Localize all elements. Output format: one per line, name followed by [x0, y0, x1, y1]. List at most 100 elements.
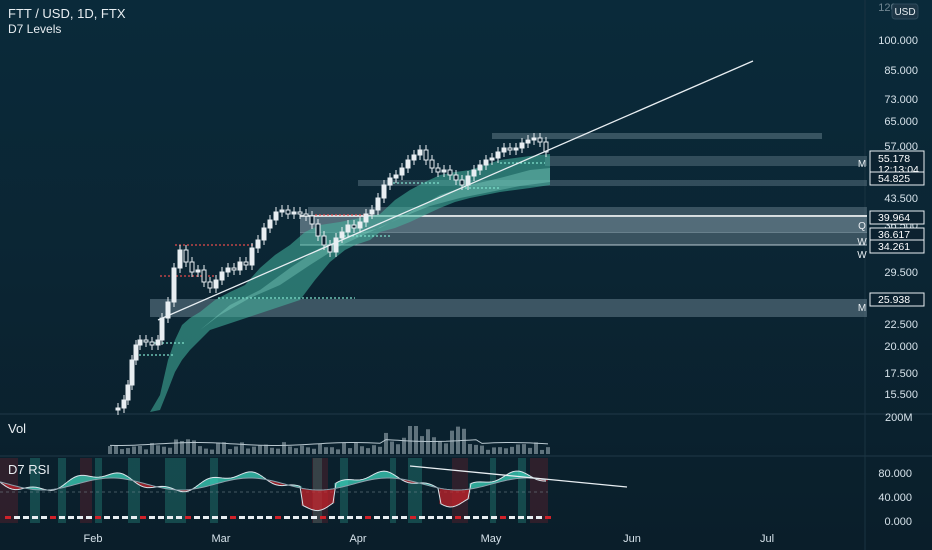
level-price-badge [869, 239, 925, 254]
volume-bar [162, 446, 166, 454]
volume-bar [396, 444, 400, 454]
rsi-marker [59, 516, 65, 519]
level-tag: Q [858, 221, 866, 232]
rsi-marker [419, 516, 425, 519]
volume-bar [510, 446, 514, 454]
candle-body [149, 341, 155, 346]
volume-bar [444, 443, 448, 454]
currency-button[interactable]: USD [891, 3, 919, 20]
volume-bar [318, 443, 322, 454]
rsi-marker [140, 516, 146, 519]
volume-bar [282, 442, 286, 454]
candle-body [417, 149, 423, 156]
rsi-zone [518, 458, 526, 523]
rsi-marker [284, 516, 290, 519]
price-tick: 17.500 [884, 368, 918, 380]
rsi-marker [374, 516, 380, 519]
volume-bar [168, 447, 172, 454]
volume-bar [120, 449, 124, 454]
rsi-marker [527, 516, 533, 519]
rsi-tick: 40.000 [878, 492, 912, 504]
rsi-axis: 80.000 40.000 0.000 [878, 468, 912, 528]
volume-bar [486, 449, 490, 454]
rsi-marker [86, 516, 92, 519]
rsi-marker [311, 516, 317, 519]
volume-bar [372, 445, 376, 454]
price-candles [115, 133, 549, 415]
rsi-marker [167, 516, 173, 519]
volume-bar [246, 448, 250, 454]
volume-bar [234, 446, 238, 454]
rsi-zone [128, 458, 140, 523]
volume-bar [150, 442, 154, 454]
candle-body [447, 169, 453, 176]
volume-bar [384, 432, 388, 454]
rsi-marker [50, 516, 56, 519]
candle-body [189, 261, 195, 273]
volume-bar [438, 441, 442, 454]
rsi-marker [356, 516, 362, 519]
rsi-zone [390, 458, 396, 523]
level-price-value: 36.617 [878, 229, 910, 241]
candle-body [453, 174, 459, 181]
price-tick: 57.000 [884, 141, 918, 153]
candle-body [465, 175, 471, 186]
rsi-zone [490, 458, 496, 523]
rsi-marker [428, 516, 434, 519]
rsi-zone [408, 458, 422, 523]
time-axis[interactable]: Feb Mar Apr May Jun Jul [84, 533, 775, 545]
current-price-value: 55.178 [878, 153, 910, 165]
level-price-value: 54.825 [878, 173, 910, 185]
volume-bar [288, 446, 292, 454]
candle-body [405, 159, 411, 169]
volume-bar [306, 447, 310, 454]
rsi-marker [329, 516, 335, 519]
candle-body [231, 267, 237, 271]
price-badges: 55.17812:13:0454.82539.96436.61734.26125… [869, 150, 925, 307]
candle-body [489, 157, 495, 161]
volume-bar [348, 448, 352, 454]
candle-body [137, 339, 143, 346]
rsi-marker [338, 516, 344, 519]
symbol-title: FTT / USD, 1D, FTX [8, 6, 126, 21]
candle-body [321, 235, 327, 246]
candle-body [165, 301, 171, 319]
level-price-badge [869, 210, 925, 225]
volume-bar [312, 448, 316, 454]
candle-body [243, 261, 249, 266]
candle-body [155, 339, 161, 346]
rsi-marker [455, 516, 461, 519]
rsi-marker [23, 516, 29, 519]
rsi-marker [113, 516, 119, 519]
candle-body [441, 169, 447, 173]
volume-bar [240, 442, 244, 454]
level-tag: M [858, 303, 866, 314]
time-tick: Mar [212, 533, 231, 545]
volume-bar [192, 440, 196, 454]
volume-bar [480, 445, 484, 454]
candle-body [291, 211, 297, 215]
candle-body [249, 247, 255, 266]
price-tick: 100.000 [878, 35, 918, 47]
volume-bar [390, 441, 394, 454]
candle-body [363, 213, 369, 223]
rsi-zone-bear [530, 458, 548, 523]
volume-bar [210, 449, 214, 454]
rsi-trendline[interactable] [409, 465, 628, 488]
rsi-marker [122, 516, 128, 519]
candle-body [121, 399, 127, 409]
candle-body [213, 279, 219, 289]
rsi-marker [68, 516, 74, 519]
volume-bar [132, 446, 136, 454]
volume-bar [270, 447, 274, 454]
rsi-marker [482, 516, 488, 519]
price-trendline[interactable] [157, 60, 754, 321]
volume-bar [492, 447, 496, 454]
rsi-zone [340, 458, 348, 523]
candle-body [351, 224, 357, 229]
candle-body [495, 151, 501, 159]
candle-body [543, 141, 549, 153]
candle-body [507, 147, 513, 151]
candle-body [159, 317, 165, 341]
